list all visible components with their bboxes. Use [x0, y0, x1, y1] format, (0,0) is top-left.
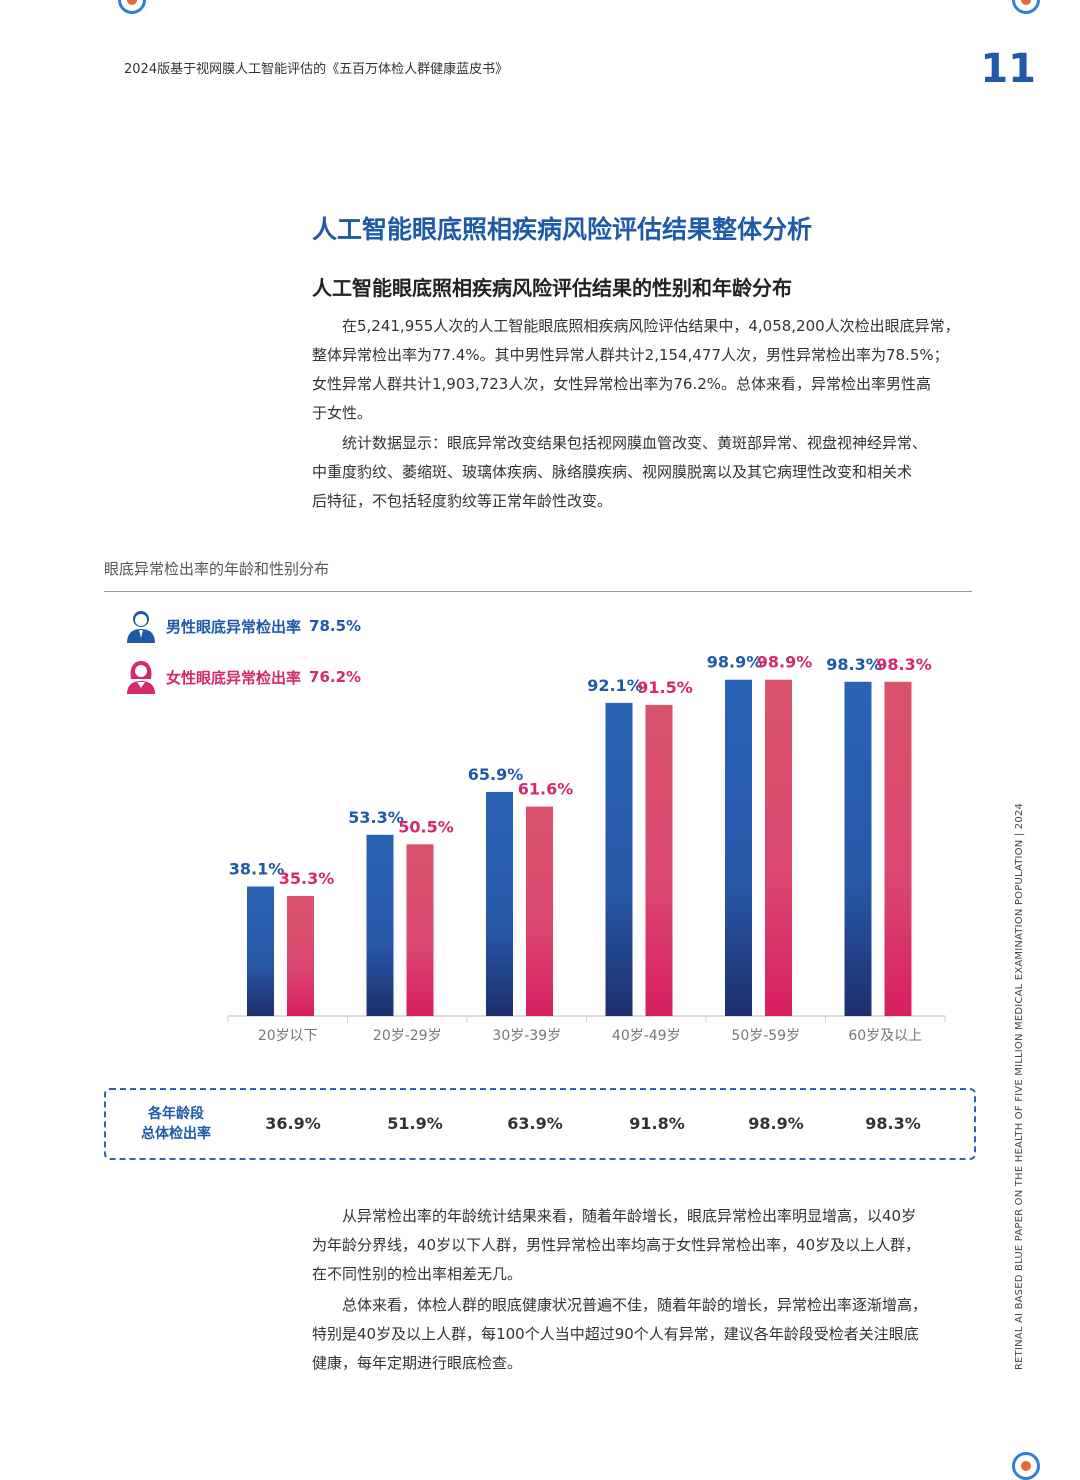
female-bar-label: 98.3% — [876, 655, 932, 674]
male-bar-label: 65.9% — [468, 765, 524, 784]
female-bar — [406, 844, 434, 1016]
female-bar-label: 35.3% — [279, 869, 335, 888]
summary-value: 51.9% — [387, 1114, 443, 1133]
male-bar-label: 98.3% — [826, 655, 882, 674]
female-bar — [645, 704, 673, 1016]
female-bar-label: 98.9% — [757, 653, 813, 672]
section-title: 人工智能眼底照相疾病风险评估结果整体分析 — [312, 215, 813, 244]
document-title: 2024版基于视网膜人工智能评估的《五百万体检人群健康蓝皮书》 — [124, 62, 509, 77]
female-bar-label: 50.5% — [398, 817, 454, 836]
summary-label: 各年龄段 总体检出率 — [141, 1106, 211, 1142]
male-bar-label: 98.9% — [707, 653, 763, 672]
page-number: 11 — [980, 46, 1036, 92]
x-tick-label: 20岁-29岁 — [373, 1028, 442, 1044]
female-bar-label: 91.5% — [637, 678, 693, 697]
male-bar — [844, 681, 872, 1016]
chart-bars: 38.1%35.3% 20岁以下 53.3%50.5% 20岁-29岁 65.9%61.… — [227, 653, 946, 1044]
side-running-title: RETINAL AI BASED BLUE PAPER ON THE HEALT… — [1014, 802, 1025, 1370]
intro-paragraph-1: 在5,241,955人次的人工智能眼底照相疾病风险评估结果中，4,058,200… — [312, 317, 960, 422]
summary-value: 36.9% — [265, 1114, 321, 1133]
legend-male-value: 78.5% — [309, 617, 362, 635]
caption-divider — [104, 591, 972, 592]
x-tick-label: 30岁-39岁 — [492, 1028, 561, 1044]
x-tick-label: 40岁-49岁 — [612, 1028, 681, 1044]
x-tick-label: 60岁及以上 — [848, 1028, 922, 1044]
decorative-circle-icon — [1012, 0, 1040, 14]
legend-male-label: 男性眼底异常检出率 — [166, 617, 302, 636]
male-person-icon — [127, 611, 155, 643]
legend-female-label: 女性眼底异常检出率 — [166, 668, 302, 687]
male-bar-label: 53.3% — [348, 808, 404, 827]
summary-value: 63.9% — [507, 1114, 563, 1133]
analysis-paragraph-1: 从异常检出率的年龄统计结果来看，随着年龄增长，眼底异常检出率明显增高，以40岁 … — [312, 1207, 921, 1283]
male-bar — [605, 702, 633, 1016]
x-tick-label: 50岁-59岁 — [731, 1028, 800, 1044]
summary-value: 98.3% — [865, 1114, 921, 1133]
female-bar — [287, 895, 314, 1016]
female-bar-label: 61.6% — [518, 780, 574, 799]
summary-value: 91.8% — [629, 1114, 685, 1133]
male-bar — [486, 791, 513, 1016]
legend-male: 男性眼底异常检出率 78.5% — [124, 608, 361, 644]
analysis-paragraph-2: 总体来看，体检人群的眼底健康状况普遍不佳，随着年龄的增长，异常检出率逐渐增高， … — [312, 1296, 928, 1372]
x-tick-label: 20岁以下 — [258, 1028, 318, 1044]
male-bar-label: 38.1% — [229, 859, 285, 878]
bar-chart: 38.1%35.3% 20岁以下 53.3%50.5% 20岁-29岁 65.9%61.… — [227, 653, 946, 1044]
female-bar — [526, 806, 553, 1016]
summary-box: 各年龄段 总体检出率 36.9% 51.9% 63.9% 91.8% 98.9%… — [104, 1088, 976, 1160]
decorative-circle-icon — [1012, 1452, 1040, 1480]
male-bar — [725, 679, 752, 1016]
chart-caption: 眼底异常检出率的年龄和性别分布 — [104, 560, 330, 578]
male-bar — [247, 886, 274, 1016]
legend-female: 女性眼底异常检出率 76.2% — [124, 659, 361, 695]
section-subtitle: 人工智能眼底照相疾病风险评估结果的性别和年龄分布 — [312, 276, 792, 300]
decorative-circle-icon — [118, 0, 146, 14]
intro-paragraph-2: 统计数据显示：眼底异常改变结果包括视网膜血管改变、黄斑部异常、视盘视神经异常、 … — [312, 434, 928, 510]
legend-female-value: 76.2% — [309, 668, 362, 686]
female-bar — [884, 681, 912, 1016]
male-bar-label: 92.1% — [587, 676, 643, 695]
male-bar — [366, 834, 394, 1016]
female-person-icon — [127, 661, 155, 694]
summary-value: 98.9% — [748, 1114, 804, 1133]
female-bar — [765, 679, 792, 1016]
